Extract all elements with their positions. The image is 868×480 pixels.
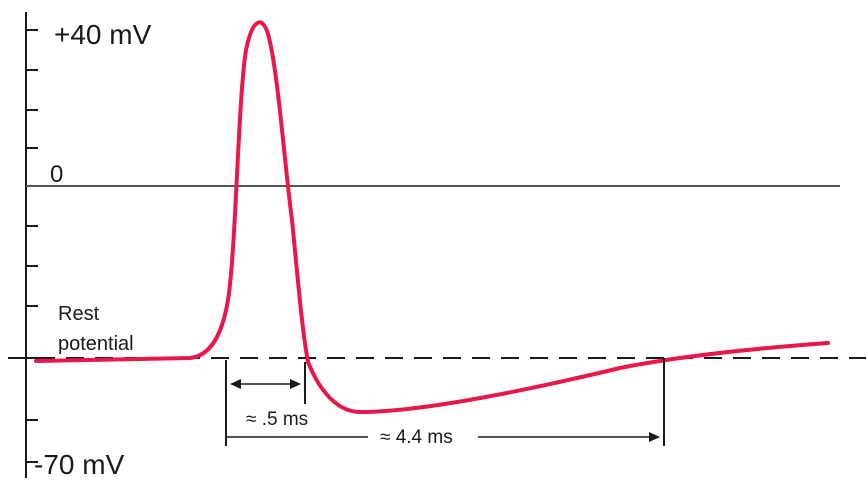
action-potential-curve [34,20,830,414]
half-ms-arrowhead-right [290,379,301,389]
y-tick-label-bottom: -70 mV [34,449,125,480]
rest-label-line1: Rest [58,303,100,325]
y-tick-label-zero: 0 [50,161,63,188]
four-ms-label: ≈ 4.4 ms [380,427,453,448]
y-tick-label-top: +40 mV [54,19,152,50]
half-ms-arrowhead-left [230,379,241,389]
rest-label-line2: potential [58,333,134,355]
y-axis-ticks [26,29,38,463]
four-ms-arrowhead-right [649,432,660,442]
half-ms-label: ≈ .5 ms [246,409,308,430]
